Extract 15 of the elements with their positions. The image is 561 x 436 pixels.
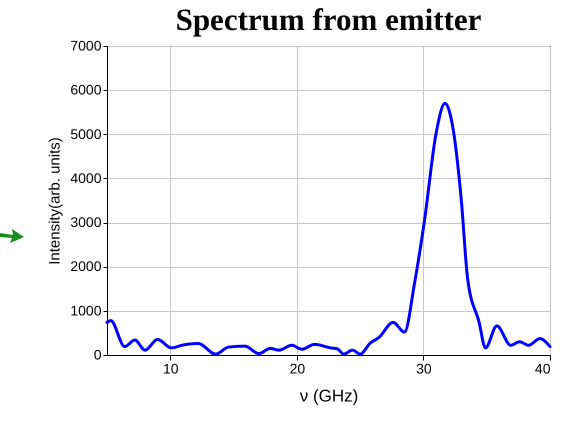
y-tick-label: 3000: [70, 214, 102, 230]
y-tick-label: 4000: [70, 170, 102, 186]
y-tick-label: 6000: [70, 82, 102, 98]
y-tick-label: 1000: [70, 302, 102, 318]
x-tick-label: 40: [534, 360, 551, 376]
y-tick-label: 0: [94, 346, 102, 362]
y-tick-label: 7000: [70, 38, 102, 54]
chart-title: Spectrum from emitter: [176, 2, 482, 37]
x-axis-title: ν (GHz): [300, 386, 358, 406]
y-axis-title: Intensity(arb. units): [46, 137, 64, 265]
x-tick-label: 10: [162, 360, 179, 376]
x-tick-label: 20: [290, 360, 306, 376]
y-tick-label: 5000: [70, 126, 102, 142]
x-tick-label: 30: [416, 360, 432, 376]
y-tick-label: 2000: [70, 258, 102, 274]
